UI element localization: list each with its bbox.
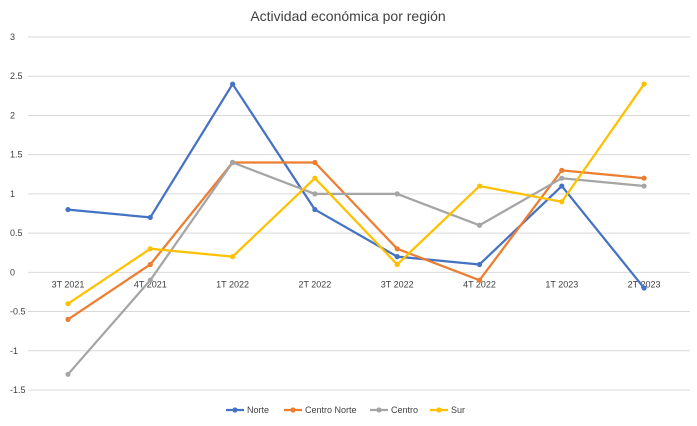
y-tick-label: 0.5 bbox=[10, 228, 23, 238]
data-point bbox=[559, 199, 565, 205]
y-tick-label: -1.5 bbox=[10, 385, 26, 395]
data-point bbox=[230, 81, 236, 87]
series-line bbox=[67, 161, 645, 321]
data-point bbox=[65, 301, 71, 307]
data-point bbox=[147, 214, 153, 221]
y-tick-label: 3 bbox=[10, 32, 15, 42]
data-point bbox=[641, 175, 647, 181]
legend-item: Sur bbox=[430, 405, 465, 415]
legend-swatch-marker bbox=[436, 407, 442, 413]
x-tick-label: 1T 2022 bbox=[216, 279, 249, 289]
x-tick-label: 3T 2022 bbox=[381, 279, 414, 289]
legend: Norte Centro Norte Centro Sur bbox=[226, 405, 465, 415]
series-group bbox=[65, 81, 647, 307]
data-point bbox=[559, 175, 565, 181]
x-tick-label: 4T 2022 bbox=[463, 279, 496, 289]
data-point bbox=[394, 261, 400, 268]
data-point bbox=[312, 175, 318, 181]
legend-label: Norte bbox=[247, 405, 269, 415]
data-point bbox=[641, 81, 647, 87]
y-tick-label: 0 bbox=[10, 267, 15, 277]
y-tick-label: 2 bbox=[10, 110, 15, 120]
series-line bbox=[67, 82, 645, 289]
x-axis-ticks: 3T 2021 4T 2021 1T 2022 2T 2022 3T 2022 4T 20… bbox=[52, 279, 661, 289]
data-point bbox=[476, 277, 483, 283]
gridlines bbox=[28, 36, 690, 391]
data-point bbox=[641, 285, 647, 291]
legend-label: Centro bbox=[391, 405, 418, 415]
x-tick-label: 4T 2021 bbox=[134, 279, 167, 289]
data-point bbox=[641, 183, 647, 189]
data-point bbox=[312, 191, 318, 197]
series-group bbox=[65, 159, 647, 322]
legend-item: Norte bbox=[226, 405, 269, 415]
x-tick-label: 3T 2021 bbox=[52, 279, 85, 289]
y-tick-label: 1 bbox=[10, 189, 15, 199]
data-point bbox=[312, 206, 318, 213]
data-point bbox=[394, 191, 400, 197]
legend-item: Centro bbox=[370, 405, 418, 415]
data-point bbox=[394, 246, 400, 252]
legend-item: Centro Norte bbox=[284, 405, 357, 415]
data-point bbox=[65, 206, 71, 213]
data-point bbox=[147, 246, 153, 252]
data-point bbox=[65, 316, 71, 322]
x-tick-label: 1T 2023 bbox=[545, 279, 578, 289]
data-point bbox=[65, 371, 71, 377]
data-point bbox=[476, 261, 483, 268]
y-tick-label: 2.5 bbox=[10, 71, 23, 81]
series-lines bbox=[65, 81, 647, 377]
data-point bbox=[312, 159, 318, 166]
x-tick-label: 2T 2023 bbox=[628, 279, 661, 289]
legend-label: Centro Norte bbox=[305, 405, 357, 415]
series-group bbox=[65, 81, 647, 291]
legend-swatch-marker bbox=[232, 407, 238, 413]
y-axis-ticks: 3 2.5 2 1.5 1 0.5 0 -0.5 -1 -1.5 bbox=[10, 32, 26, 395]
y-tick-label: 1.5 bbox=[10, 150, 23, 160]
data-point bbox=[476, 183, 483, 189]
y-tick-label: -0.5 bbox=[10, 307, 26, 317]
series-line bbox=[67, 83, 646, 305]
series-group bbox=[65, 159, 647, 377]
data-point bbox=[394, 254, 400, 260]
data-point bbox=[559, 167, 565, 173]
legend-label: Sur bbox=[451, 405, 465, 415]
data-point bbox=[230, 254, 236, 260]
x-tick-label: 2T 2022 bbox=[298, 279, 331, 289]
legend-swatch-marker bbox=[376, 407, 382, 413]
legend-swatch-marker bbox=[290, 407, 296, 413]
data-point bbox=[230, 159, 236, 166]
y-tick-label: -1 bbox=[10, 346, 18, 356]
data-point bbox=[147, 261, 153, 268]
data-point bbox=[147, 277, 153, 283]
chart-title: Actividad económica por región bbox=[250, 8, 445, 24]
data-point bbox=[476, 222, 483, 228]
series-line bbox=[67, 161, 645, 376]
data-point bbox=[559, 183, 565, 189]
